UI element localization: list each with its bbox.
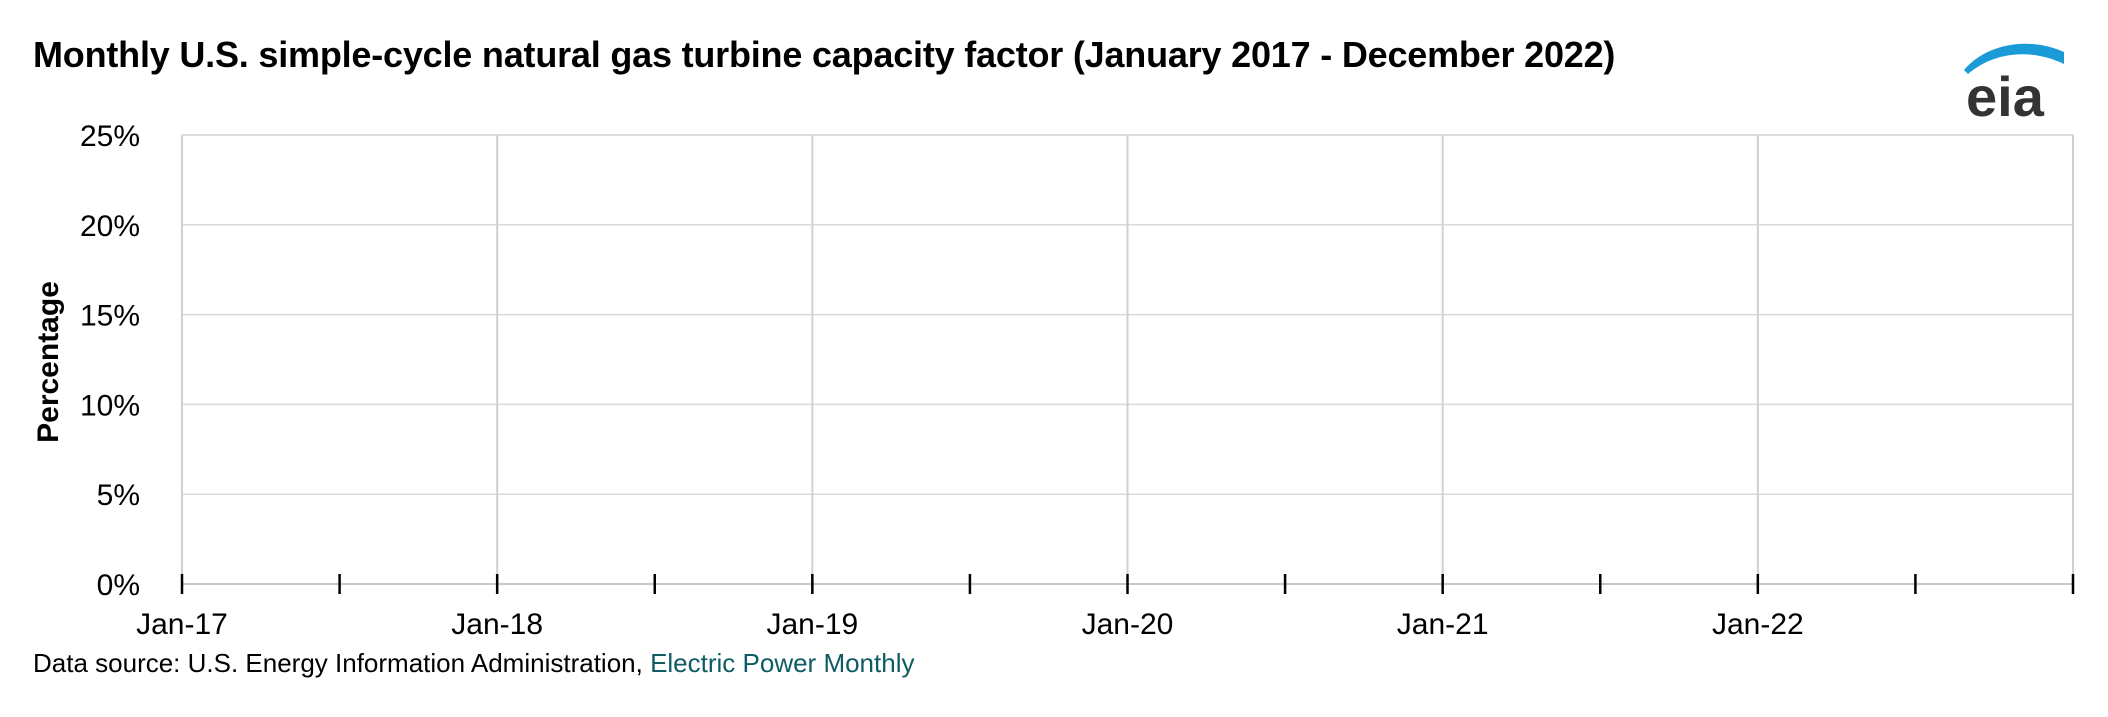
- y-tick-label: 25%: [80, 120, 140, 153]
- chart: 0% 5% 10% 15% 20% 25% Jan-17 Jan-18 Jan-19 Jan-20…: [32, 120, 2075, 640]
- y-tick-label: 20%: [80, 210, 140, 243]
- x-tick-label: Jan-18: [451, 608, 543, 640]
- y-tick-label: 15%: [80, 300, 140, 333]
- data-source: Data source: U.S. Energy Information Adm…: [33, 648, 914, 679]
- y-tick-label: 10%: [80, 389, 140, 422]
- y-tick-label: 0%: [97, 569, 140, 602]
- chart-title: Monthly U.S. simple-cycle natural gas tu…: [33, 34, 1616, 75]
- x-tick-label: Jan-17: [136, 608, 228, 640]
- eia-logo-text: eia: [1966, 65, 2045, 124]
- eia-logo-icon: eia: [1964, 43, 2064, 124]
- x-tick-label: Jan-20: [1082, 608, 1174, 640]
- eia-logo-swoosh: [1964, 43, 2064, 74]
- x-tick-label: Jan-22: [1712, 608, 1804, 640]
- label-layer: 0% 5% 10% 15% 20% 25% Jan-17 Jan-18 Jan-19 Jan-20…: [80, 120, 1804, 640]
- data-source-prefix: Data source: U.S. Energy Information Adm…: [33, 648, 651, 678]
- y-axis-label: Percentage: [32, 281, 65, 443]
- data-source-link[interactable]: Electric Power Monthly: [650, 648, 915, 678]
- axis-layer: [180, 574, 2075, 594]
- grid-layer: [181, 134, 2074, 584]
- x-tick-label: Jan-19: [766, 608, 858, 640]
- y-tick-label: 5%: [97, 479, 140, 512]
- x-tick-label: Jan-21: [1397, 608, 1489, 640]
